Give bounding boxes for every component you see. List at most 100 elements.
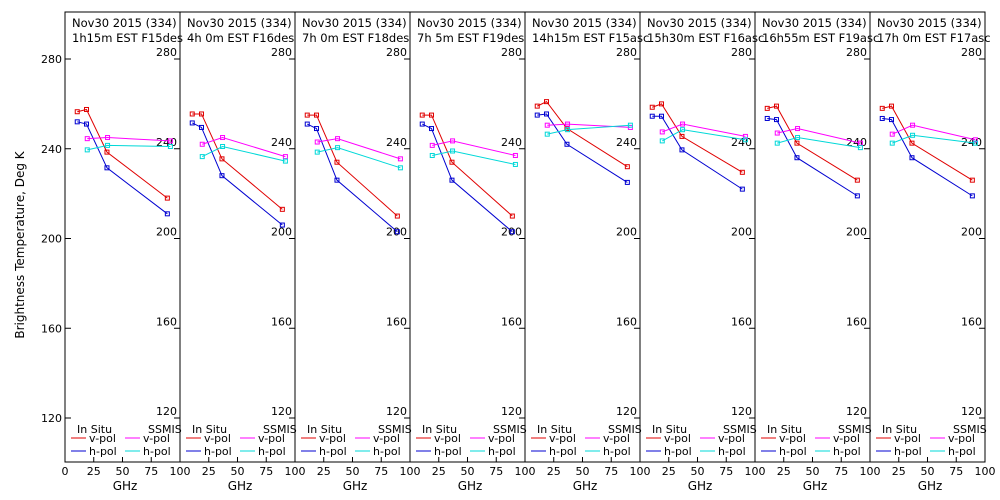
data-point [679, 133, 685, 139]
series-line [537, 113, 628, 183]
data-point [764, 115, 770, 121]
x-axis-label: GHz [918, 479, 943, 493]
data-point [794, 140, 800, 146]
legend-entry-label: v-pol [258, 432, 285, 445]
legend-entry-label: v-pol [894, 432, 921, 445]
legend-entry-label: h-pol [204, 445, 232, 458]
series-insitu-h [764, 115, 860, 199]
data-point [84, 147, 90, 153]
y-tick-label: 280 [846, 46, 867, 59]
legend-entry-label: h-pol [948, 445, 976, 458]
series-line [307, 123, 398, 233]
data-point [105, 135, 111, 141]
data-point [854, 193, 860, 199]
y-tick-label: 160 [501, 315, 522, 328]
data-point [564, 141, 570, 147]
y-tick-label: 120 [501, 405, 522, 418]
x-axis-label: GHz [573, 479, 598, 493]
data-point [314, 126, 320, 132]
series-ssmis-v [314, 136, 403, 162]
data-point [279, 206, 285, 212]
legend-entry-label: h-pol [779, 445, 807, 458]
panel-title-date: Nov30 2015 (334) [417, 16, 522, 30]
series-line [202, 137, 286, 158]
data-point [659, 138, 665, 144]
series-ssmis-h [774, 135, 863, 151]
legend-ssmis-label: SSMIS [838, 423, 872, 436]
data-point [219, 173, 225, 179]
data-point [857, 145, 863, 151]
y-tick-label: 160 [156, 315, 177, 328]
series-ssmis-v [199, 135, 288, 160]
y-tick-label: 160 [386, 315, 407, 328]
data-point [84, 106, 90, 112]
data-point [104, 165, 110, 171]
data-point [680, 121, 686, 127]
data-point [282, 158, 288, 164]
x-tick-label: 50 [231, 465, 245, 478]
data-point [105, 142, 111, 148]
data-point [774, 103, 780, 109]
legend-entry-label: v-pol [718, 432, 745, 445]
data-point [909, 140, 915, 146]
y-axis-label-group: Brightness Temperature, Deg K [13, 150, 27, 338]
series-ssmis-v [429, 138, 518, 158]
data-point [164, 195, 170, 201]
legend-entry-label: v-pol [319, 432, 346, 445]
series-line [192, 113, 283, 210]
data-point [512, 152, 518, 158]
x-tick-label: 100 [745, 465, 766, 478]
x-tick-label: 75 [834, 465, 848, 478]
legend-entry-label: v-pol [603, 432, 630, 445]
data-point [742, 133, 748, 139]
data-point [659, 129, 665, 135]
y-tick-label: 200 [156, 226, 177, 239]
legend-entry-label: h-pol [143, 445, 171, 458]
legend-entry-label: v-pol [488, 432, 515, 445]
series-ssmis-v [84, 135, 173, 144]
y-axis-label: Brightness Temperature, Deg K [13, 150, 27, 338]
y-tick-label: 160 [616, 315, 637, 328]
legend-entry-label: v-pol [833, 432, 860, 445]
x-tick-label: 75 [374, 465, 388, 478]
series-line [662, 129, 746, 142]
data-point [969, 193, 975, 199]
data-point [565, 121, 571, 127]
panel-8: Nov30 2015 (334)17h 0m EST F17asc 120 160 2… [869, 11, 996, 493]
data-point [910, 122, 916, 128]
series-insitu-v [764, 103, 860, 183]
x-tick-label: 75 [604, 465, 618, 478]
data-point [429, 152, 435, 158]
data-point [544, 99, 550, 105]
data-point [449, 159, 455, 165]
data-point [199, 124, 205, 130]
legend-ssmis-label: SSMIS [378, 423, 412, 436]
panel-title-time: 4h 0m EST F16des [187, 31, 294, 45]
data-point [449, 177, 455, 183]
data-point [627, 122, 633, 128]
data-point [220, 135, 226, 141]
y-tick-label: 200 [961, 226, 982, 239]
data-point [649, 113, 655, 119]
series-line [87, 144, 171, 151]
panel-7: Nov30 2015 (334)16h55m EST F19asc 120 160 2… [754, 11, 881, 493]
legend-entry-label: h-pol [664, 445, 692, 458]
legend-in-situ-label: In Situ [537, 423, 572, 436]
data-point [910, 132, 916, 138]
data-point [74, 109, 80, 115]
data-point [335, 145, 341, 151]
data-point [972, 140, 978, 146]
x-axis-label: GHz [803, 479, 828, 493]
y-tick-label: 200 [271, 226, 292, 239]
x-tick-label: 50 [806, 465, 820, 478]
series-line [537, 101, 628, 168]
y-tick-label: 240 [616, 136, 637, 149]
legend-ssmis-label: SSMIS [148, 423, 182, 436]
y-tick-label: 160 [41, 322, 62, 335]
legend-entry-label: v-pol [89, 432, 116, 445]
panel-title-date: Nov30 2015 (334) [762, 16, 867, 30]
series-line [547, 124, 631, 135]
